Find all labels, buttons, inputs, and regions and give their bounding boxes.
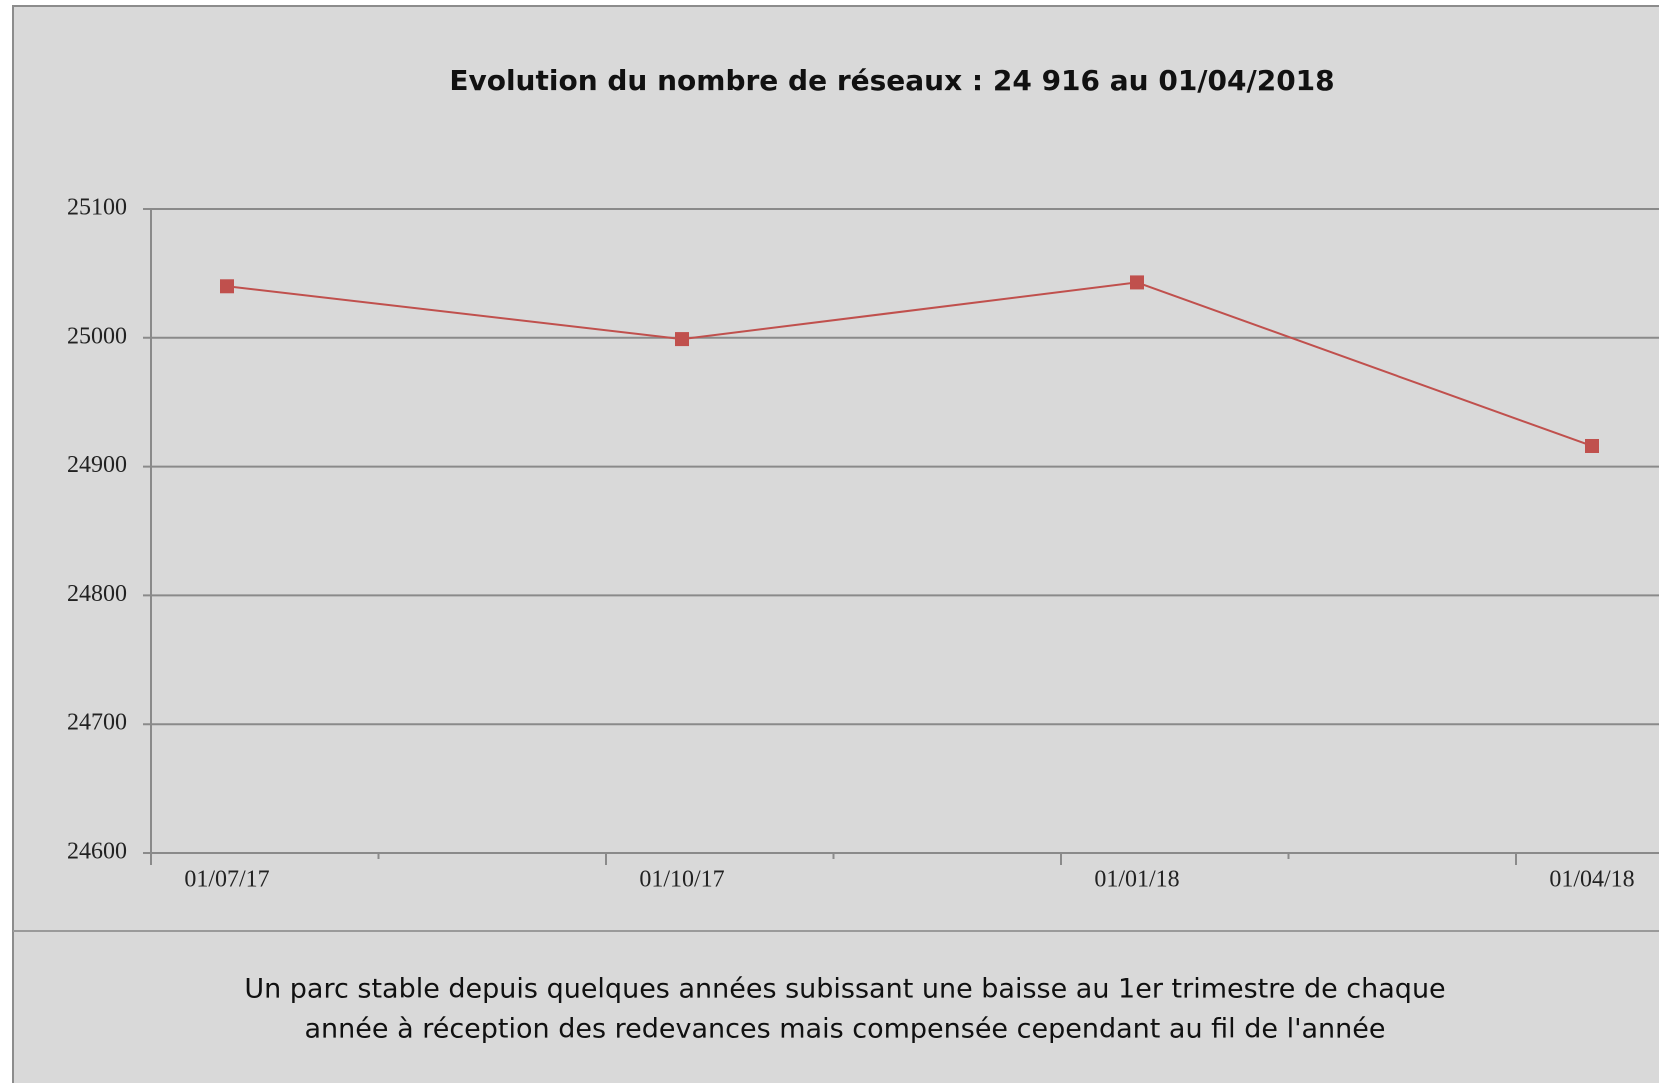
marker — [1585, 438, 1599, 453]
y-tick-label: 24900 — [67, 452, 127, 478]
x-tick-label: 01/10/17 — [639, 867, 724, 893]
marker — [220, 279, 234, 294]
caption-line: année à réception des redevances mais co… — [305, 1014, 1386, 1045]
series-line — [226, 281, 1593, 447]
x-tick-label: 01/07/17 — [184, 867, 269, 893]
chart-title: Evolution du nombre de réseaux : 24 916 … — [449, 64, 1334, 97]
y-tick-label: 24800 — [67, 581, 127, 607]
y-tick-label: 25000 — [67, 323, 127, 349]
caption-line: Un parc stable depuis quelques années su… — [244, 974, 1445, 1005]
marker — [1130, 275, 1144, 290]
y-tick-label: 25100 — [67, 195, 127, 221]
x-tick-label: 01/04/18 — [1549, 867, 1634, 893]
marker — [675, 332, 689, 347]
chart-background — [12, 5, 1659, 1083]
y-tick-label: 24600 — [67, 839, 127, 865]
x-tick-label: 01/01/18 — [1094, 867, 1179, 893]
y-tick-label: 24700 — [67, 710, 127, 736]
